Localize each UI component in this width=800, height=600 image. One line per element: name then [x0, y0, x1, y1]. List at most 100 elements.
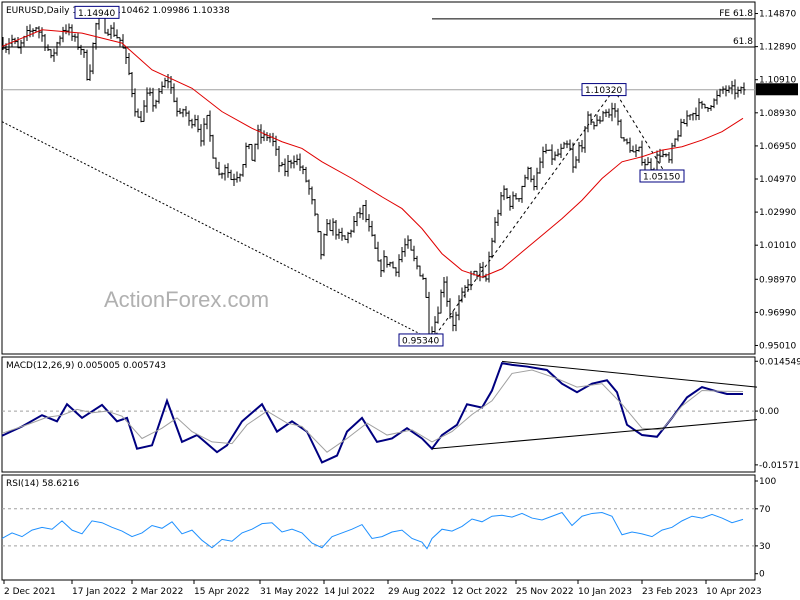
ohlc-bar: [691, 112, 695, 121]
ohlc-bar: [277, 145, 281, 173]
ohlc-bar: [178, 108, 182, 115]
ohlc-bar: [217, 161, 221, 176]
ohlc-bar: [574, 156, 578, 169]
ohlc-bar: [67, 23, 71, 36]
ohlc-bar: [121, 34, 125, 49]
ohlc-bar: [577, 141, 581, 163]
rsi-y-tick-label: 100: [759, 477, 776, 487]
ohlc-bar: [235, 171, 239, 183]
ohlc-bar: [163, 77, 167, 88]
ohlc-bar: [106, 28, 110, 36]
ohlc-bar: [397, 254, 401, 278]
axis-layer: 1.14870 1.12890 1.10910 1.08930 1.06950 1.049…: [3, 10, 800, 597]
ohlc-bar: [337, 228, 341, 239]
ohlc-bar: [286, 155, 290, 177]
ohlc-bar: [715, 90, 719, 105]
ohlc-bar: [526, 166, 530, 180]
price-y-tick-label: 1.14870: [759, 10, 796, 20]
ohlc-bar: [727, 85, 731, 93]
watermark: ActionForex.com: [104, 287, 269, 312]
ohlc-bar: [193, 114, 197, 127]
current-price-label: 1.10338: [759, 86, 796, 96]
x-tick-label: 10 Apr 2023: [706, 587, 762, 597]
ohlc-bar: [532, 175, 536, 191]
ohlc-bar: [172, 83, 176, 103]
ohlc-bar: [712, 98, 716, 109]
ohlc-bar: [334, 219, 338, 240]
ohlc-bar: [613, 103, 617, 118]
rsi-y-tick-label: 30: [759, 542, 771, 552]
ohlc-bar: [112, 22, 116, 37]
ohlc-bar: [664, 153, 668, 158]
ohlc-bar: [592, 121, 596, 130]
ohlc-bar: [220, 172, 224, 179]
ohlc-bar: [586, 111, 590, 133]
ohlc-bar: [568, 139, 572, 150]
ohlc-bar: [346, 231, 350, 244]
ohlc-bar: [391, 261, 395, 269]
ohlc-bar: [208, 110, 212, 142]
ohlc-bar: [127, 52, 131, 76]
ohlc-bar: [490, 237, 494, 259]
ohlc-bar: [157, 87, 161, 104]
macd-y-tick-label: -0.015712: [759, 461, 800, 471]
ohlc-bar: [283, 158, 287, 177]
ohlc-bar: [364, 200, 368, 223]
rsi-y-tick-label: 0: [759, 570, 765, 580]
ohlc-bar: [442, 277, 446, 298]
ohlc-bar: [376, 241, 380, 262]
ohlc-bar: [394, 267, 398, 277]
ohlc-bar: [625, 138, 629, 145]
trend-line: [613, 89, 668, 177]
ohlc-bar: [73, 33, 77, 42]
macd-y-tick-label: 0.00: [759, 407, 779, 417]
ohlc-bar: [49, 49, 53, 59]
ohlc-bar: [496, 209, 500, 226]
ohlc-bar: [139, 111, 143, 123]
rsi-y-tick-label: 70: [759, 505, 771, 515]
ohlc-bar: [34, 27, 38, 33]
ohlc-bar: [385, 256, 389, 268]
x-tick-label: 10 Jan 2023: [578, 587, 632, 597]
ohlc-bar: [361, 204, 365, 220]
ohlc-bar: [82, 48, 86, 58]
ohlc-bar: [580, 140, 584, 153]
ohlc-bar: [1, 36, 5, 51]
ohlc-bar: [310, 186, 314, 205]
price-annotation-label: 1.10320: [585, 86, 622, 96]
ohlc-bar: [295, 154, 299, 166]
ohlc-bar: [16, 36, 20, 49]
ohlc-bar: [697, 98, 701, 121]
ohlc-bar: [133, 88, 137, 117]
ohlc-bar: [514, 193, 518, 200]
ohlc-bar: [349, 229, 353, 238]
ohlc-bar: [598, 116, 602, 124]
ohlc-bar: [406, 235, 410, 249]
x-tick-label: 12 Oct 2022: [452, 587, 508, 597]
ohlc-bar: [700, 100, 704, 109]
ohlc-bar: [679, 118, 683, 137]
rsi-pane-title: RSI(14) 58.6216: [6, 479, 79, 489]
signal-line: [1, 369, 744, 453]
ohlc-bar: [202, 118, 206, 146]
ohlc-bar: [718, 88, 722, 98]
ohlc-bar: [610, 102, 614, 122]
ohlc-bar: [604, 109, 608, 118]
rsi-layer: [1, 508, 755, 550]
ohlc-bar: [466, 279, 470, 292]
ohlc-bar: [547, 149, 551, 151]
ohlc-bar: [250, 143, 254, 161]
ohlc-bar: [520, 185, 524, 203]
trend-line: [1, 121, 433, 341]
ohlc-bar: [448, 298, 452, 319]
x-tick-label: 31 May 2022: [260, 587, 319, 597]
ohlc-bar: [595, 114, 599, 127]
ohlc-bar: [223, 164, 227, 181]
current-price-box: [756, 83, 798, 96]
ohlc-bar: [211, 134, 215, 159]
ohlc-bar: [130, 71, 134, 98]
ohlc-bar: [562, 141, 566, 149]
ohlc-bar: [424, 277, 428, 298]
macd-y-tick-label: 0.014549: [759, 357, 800, 367]
ohlc-bar: [313, 199, 317, 217]
